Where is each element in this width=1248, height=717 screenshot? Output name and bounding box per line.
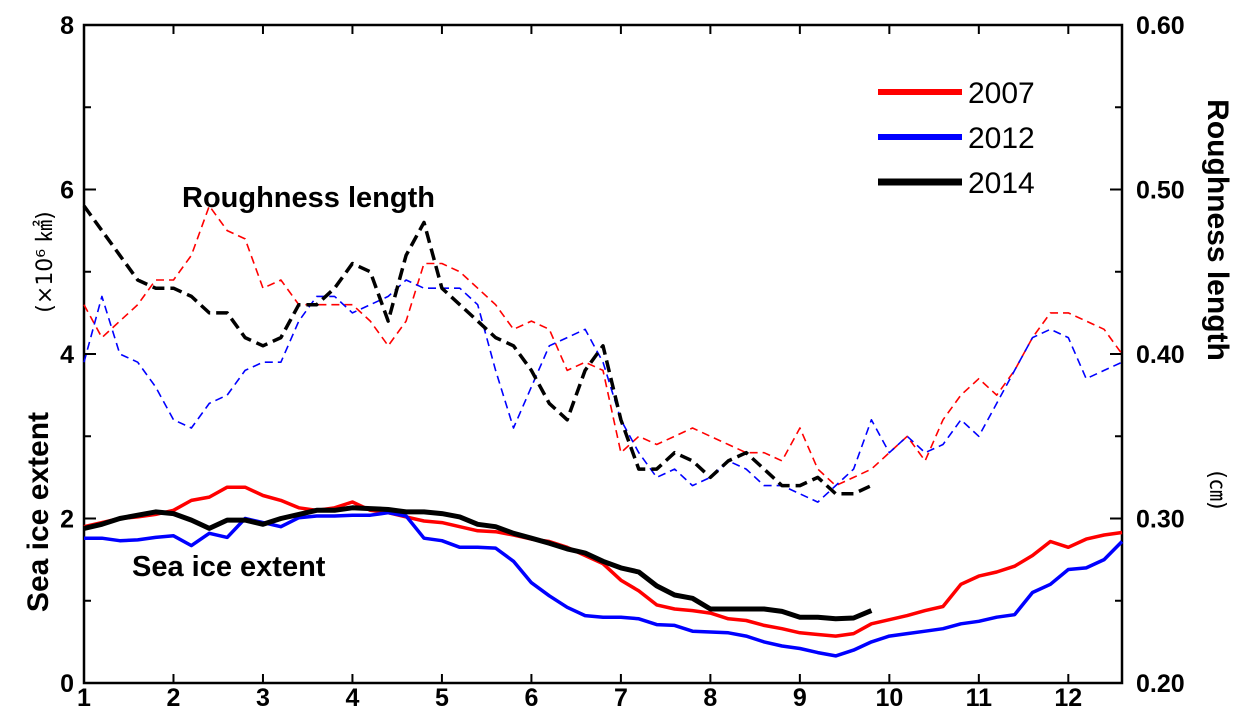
legend-label-2012: 2012 [968, 122, 1035, 155]
x-tick-label: 2 [167, 684, 181, 712]
y-left-tick-label: 4 [60, 341, 74, 369]
series-layer [82, 204, 1124, 658]
left-axis-title: Sea ice extent [22, 412, 55, 612]
x-tick-label: 10 [875, 684, 903, 712]
series-line-2014-extent [83, 505, 873, 622]
y-left-tick-label: 0 [60, 670, 74, 698]
right-axis-label: Roughness length [1201, 99, 1234, 361]
annotation-roughness-length: Roughness length [182, 182, 435, 214]
annotation-sea-ice-extent: Sea ice extent [132, 551, 326, 583]
plot-border [82, 23, 1124, 685]
right-axis-title: Roughness length [1201, 99, 1234, 361]
left-axis-label: Sea ice extent [22, 412, 55, 612]
x-tick-label: 5 [435, 684, 449, 712]
y-left-tick-label: 8 [60, 12, 74, 40]
x-tick-label: 1 [77, 684, 91, 712]
x-tick-label: 6 [524, 684, 538, 712]
x-tick-label: 12 [1054, 684, 1082, 712]
left-axis-unit: (×10⁶ ㎢) [32, 211, 58, 312]
x-tick-label: 8 [703, 684, 717, 712]
right-axis-unit: (㎝) [1204, 470, 1229, 509]
x-tick-label: 4 [345, 684, 359, 712]
x-tick-label: 7 [614, 684, 628, 712]
y-right-tick-label: 0.40 [1136, 341, 1185, 369]
x-tick-label: 9 [793, 684, 807, 712]
y-right-tick-label: 0.20 [1136, 670, 1185, 698]
series-line-2014-roughness [82, 204, 873, 496]
x-tick-label: 11 [966, 684, 993, 712]
y-left-tick-label: 2 [60, 506, 74, 534]
y-right-tick-label: 0.60 [1136, 12, 1185, 40]
y-left-tick-label: 6 [60, 177, 74, 205]
legend: 2007 2012 2014 [878, 77, 1035, 200]
left-axis-unit-group: (×10⁶ ㎢) [32, 211, 58, 312]
series-line-2012-extent [84, 510, 1124, 658]
legend-label-2007: 2007 [968, 77, 1035, 110]
y-right-tick-label: 0.30 [1136, 506, 1185, 534]
series-line-2007-roughness [83, 205, 1123, 487]
series-line-2012-roughness [83, 279, 1123, 503]
plot-area [82, 23, 1124, 685]
right-axis-unit-group: (㎝) [1204, 470, 1229, 509]
y-right-tick-label: 0.50 [1136, 177, 1185, 205]
x-tick-label: 3 [256, 684, 270, 712]
legend-label-2014: 2014 [968, 167, 1035, 200]
